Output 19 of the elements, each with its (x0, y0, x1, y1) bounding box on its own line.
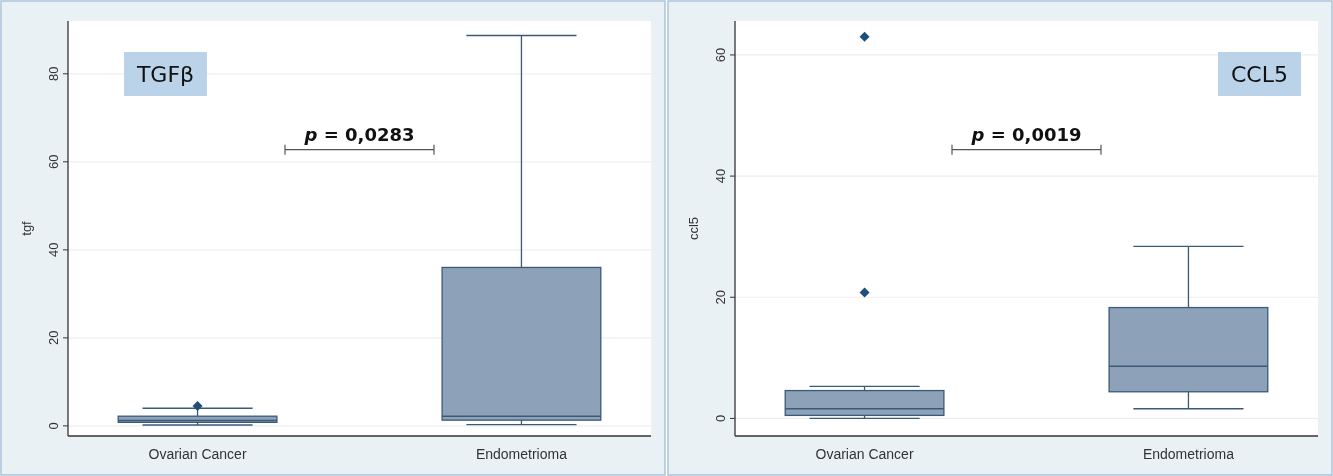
y-tick-label: 0 (713, 414, 728, 423)
y-axis-title: ccl5 (686, 216, 701, 241)
annotation: p = 0,0283 (303, 123, 415, 145)
y-tick-label: 60 (713, 47, 728, 63)
x-tick-label: Endometrioma (475, 446, 568, 462)
x-tick-label: Ovarian Cancer (815, 446, 914, 462)
y-tick-label: 0 (46, 422, 61, 430)
y-axis-title: tgf (19, 220, 34, 236)
y-tick-label: 20 (46, 330, 61, 346)
annotation: TGFβ (135, 62, 195, 87)
y-tick-label: 40 (713, 168, 728, 184)
y-tick-label: 80 (46, 66, 61, 82)
annotation: p = 0,0019 (970, 123, 1082, 145)
y-tick-label: 40 (46, 242, 61, 258)
x-tick-label: Endometrioma (1142, 446, 1235, 462)
x-tick-label: Ovarian Cancer (148, 446, 247, 462)
y-tick-label: 60 (46, 154, 61, 170)
y-tick-label: 20 (713, 290, 728, 305)
annotation: CCL5 (1231, 62, 1288, 87)
